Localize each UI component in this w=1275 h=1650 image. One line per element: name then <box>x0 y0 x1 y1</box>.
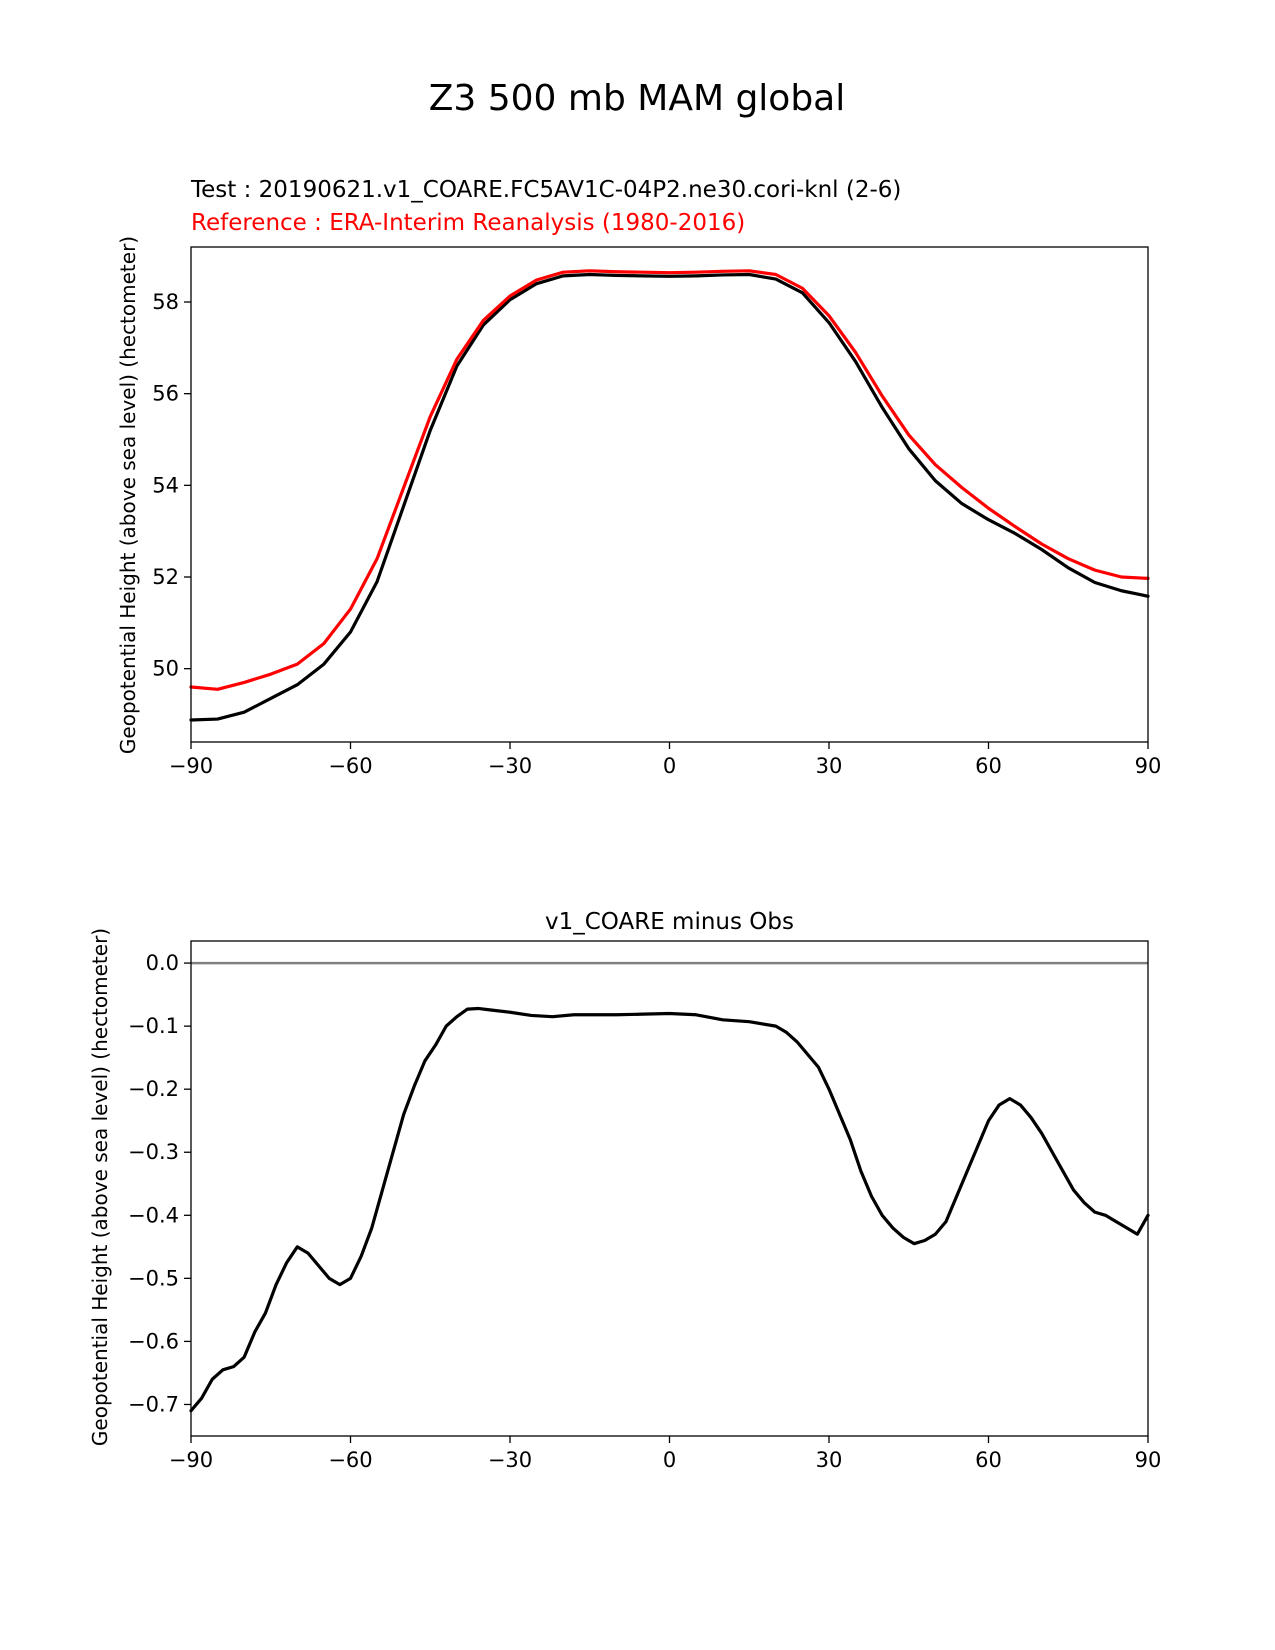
x-tick-label: 60 <box>975 754 1002 778</box>
y-tick-label: 54 <box>152 473 179 497</box>
x-tick-label: −90 <box>169 754 213 778</box>
series-line-v1-coare-minus-obs <box>189 1006 1150 1413</box>
x-tick-label: −60 <box>328 754 372 778</box>
y-tick-label: 50 <box>152 657 179 681</box>
x-tick-label: −90 <box>169 1448 213 1472</box>
x-tick-label: 0 <box>663 754 676 778</box>
chart-title-difference: v1_COARE minus Obs <box>545 909 794 935</box>
y-tick-label: −0.3 <box>128 1140 179 1164</box>
x-tick-label: −30 <box>488 1448 532 1472</box>
figure-title: Z3 500 mb MAM global <box>429 78 846 119</box>
plot-area: −90 −60 −30 0 30 60 90 50 52 54 56 58 <box>152 269 1162 778</box>
y-tick-label: 52 <box>152 565 179 589</box>
x-tick-label: 60 <box>975 1448 1002 1472</box>
y-tick-label: 58 <box>152 290 179 314</box>
axes-frame <box>190 246 1149 743</box>
x-tick-label: −60 <box>328 1448 372 1472</box>
series-line-reference <box>189 269 1150 691</box>
y-tick-label: −0.4 <box>128 1203 179 1227</box>
y-tick-label: 56 <box>152 382 179 406</box>
chart-title-test: Test : 20190621.v1_COARE.FC5AV1C-04P2.ne… <box>190 177 901 203</box>
x-tick-label: 30 <box>816 1448 843 1472</box>
chart-difference: v1_COARE minus Obs Geopotential Height (… <box>88 909 1161 1472</box>
chart-title-reference: Reference : ERA-Interim Reanalysis (1980… <box>191 210 745 236</box>
y-axis-label: Geopotential Height (above sea level) (h… <box>88 928 112 1446</box>
y-tick-label: 0.0 <box>146 951 179 975</box>
y-tick-label: −0.1 <box>128 1014 179 1038</box>
x-tick-label: −30 <box>488 754 532 778</box>
series-line-test <box>189 272 1150 722</box>
x-tick-label: 90 <box>1135 754 1162 778</box>
axes-frame <box>190 940 1149 1437</box>
plot-area: −90 −60 −30 0 30 60 90 0.0 −0.1 −0.2 −0.3 −0.4 −0.5 −… <box>128 951 1161 1472</box>
x-tick-label: 0 <box>663 1448 676 1472</box>
y-tick-label: −0.7 <box>128 1392 179 1416</box>
x-tick-label: 90 <box>1135 1448 1162 1472</box>
chart-z3-test-vs-reference: Test : 20190621.v1_COARE.FC5AV1C-04P2.ne… <box>116 177 1161 778</box>
y-tick-label: −0.5 <box>128 1266 179 1290</box>
y-tick-label: −0.2 <box>128 1077 179 1101</box>
y-tick-label: −0.6 <box>128 1329 179 1353</box>
y-axis-label: Geopotential Height (above sea level) (h… <box>116 236 140 754</box>
x-tick-label: 30 <box>816 754 843 778</box>
